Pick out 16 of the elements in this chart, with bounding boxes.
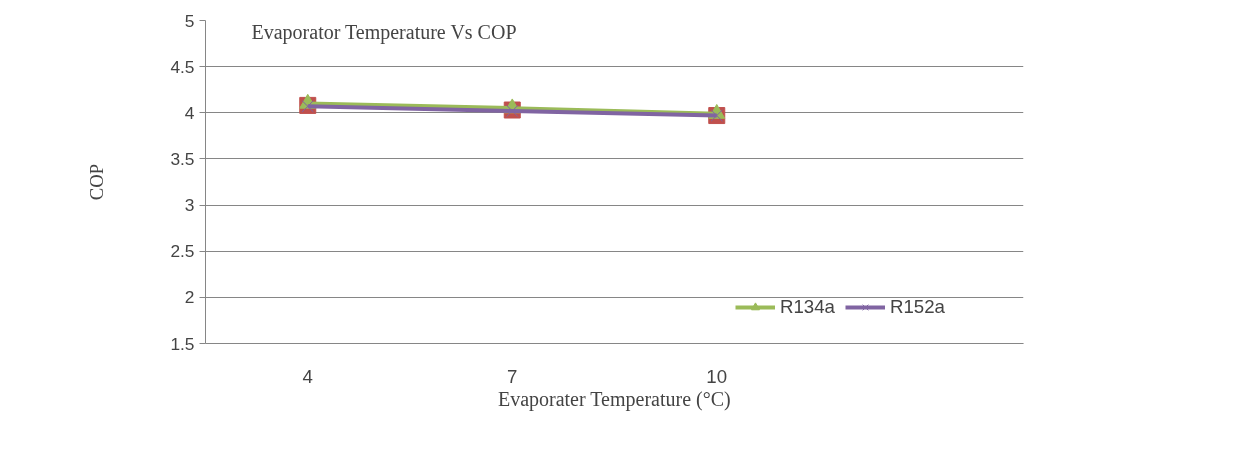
y-tick-label: 1.5: [170, 333, 195, 354]
y-tick-label: 5: [184, 10, 195, 31]
y-tick-label: 2: [184, 287, 195, 308]
x-tick-label: 7: [507, 365, 518, 387]
legend-label: R152a: [889, 296, 945, 318]
x-axis-title: Evaporater Temperature (°C): [497, 387, 731, 411]
y-tick-label: 2.5: [170, 241, 195, 262]
chart-title: Evaporator Temperature Vs COP: [251, 20, 517, 44]
legend-label: R134a: [780, 296, 835, 318]
y-tick-label: 4.5: [170, 56, 195, 77]
y-tick-label: 4: [184, 102, 195, 123]
y-axis-title: COP: [86, 163, 108, 201]
y-tick-label: 3: [184, 195, 195, 216]
x-tick-label: 4: [302, 365, 313, 387]
y-tick-label: 3.5: [170, 148, 195, 169]
x-tick-label: 10: [706, 365, 728, 387]
